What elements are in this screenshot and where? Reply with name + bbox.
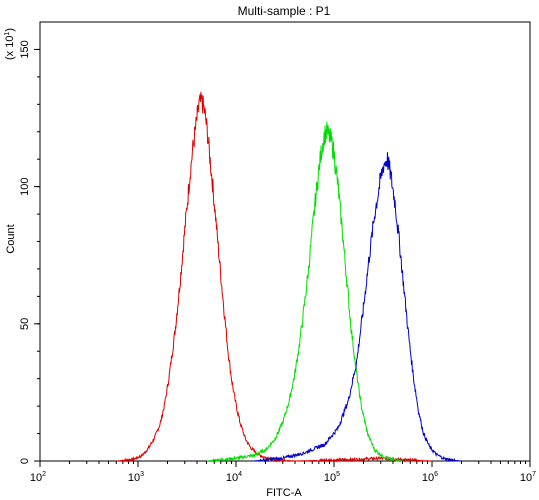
- y-tick-label: 50: [19, 318, 31, 330]
- y-tick-label: 100: [19, 177, 31, 195]
- x-tick-label: 106: [422, 471, 438, 484]
- x-tick-label: 102: [30, 471, 46, 484]
- x-tick-label: 103: [128, 471, 144, 484]
- y-multiplier-label: (x 101): [4, 28, 16, 60]
- plot-area: [39, 21, 531, 462]
- y-tick-label: 0: [19, 458, 31, 464]
- series-1-histogram: [116, 91, 432, 463]
- axes: 102 103 104 105 106 107 0 50 100 150: [19, 40, 536, 484]
- series-layer: [116, 91, 462, 463]
- x-tick-label: 107: [520, 471, 536, 484]
- series-3-histogram: [253, 152, 462, 463]
- series-2-histogram: [206, 121, 403, 463]
- y-tick-label: 150: [19, 40, 31, 58]
- x-tick-label: 104: [226, 471, 242, 484]
- plot-border: [39, 21, 531, 462]
- y-axis-label: Count: [5, 224, 17, 253]
- x-tick-label: 105: [324, 471, 340, 484]
- x-axis-label: FITC-A: [266, 487, 302, 499]
- chart-title: Multi-sample : P1: [238, 4, 331, 18]
